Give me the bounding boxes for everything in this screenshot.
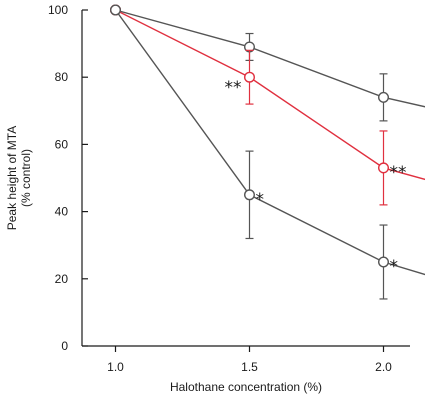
data-point	[243, 189, 255, 201]
significance-marker: **	[225, 78, 242, 98]
series-di: DI	[109, 4, 425, 122]
significance-marker: **	[390, 163, 407, 183]
data-point	[109, 4, 121, 16]
series-line	[115, 9, 425, 181]
y-tick-label: 60	[55, 137, 69, 151]
y-axis-title: Peak height of MTA (% control)	[5, 126, 33, 231]
y-tick-label: 0	[61, 339, 68, 353]
x-tick-label: 1.5	[241, 360, 258, 374]
series-ic: *******IC	[109, 4, 425, 206]
data-point	[243, 71, 255, 83]
y-axis-title-line2: (% control)	[19, 149, 33, 207]
x-ticks: 1.01.52.02.53.0	[107, 346, 392, 374]
series-gg: ****GG	[109, 4, 425, 300]
series-layer: DI*******IC****GG	[109, 4, 425, 300]
y-tick-label: 100	[48, 3, 68, 17]
x-tick-label: 2.0	[375, 360, 392, 374]
significance-marker: *	[390, 257, 399, 277]
data-point	[378, 91, 390, 103]
y-tick-label: 20	[55, 272, 69, 286]
data-point	[378, 256, 390, 268]
x-axis-title: Halothane concentration (%)	[170, 380, 322, 394]
data-point	[378, 162, 390, 174]
y-tick-label: 80	[55, 70, 69, 84]
significance-marker: *	[256, 190, 265, 210]
y-tick-label: 40	[55, 205, 69, 219]
y-ticks: 0 20 40 60 80 100	[48, 3, 88, 353]
x-tick-label: 1.0	[107, 360, 124, 374]
y-axis-title-line1: Peak height of MTA	[5, 126, 19, 231]
axes	[81, 10, 410, 347]
